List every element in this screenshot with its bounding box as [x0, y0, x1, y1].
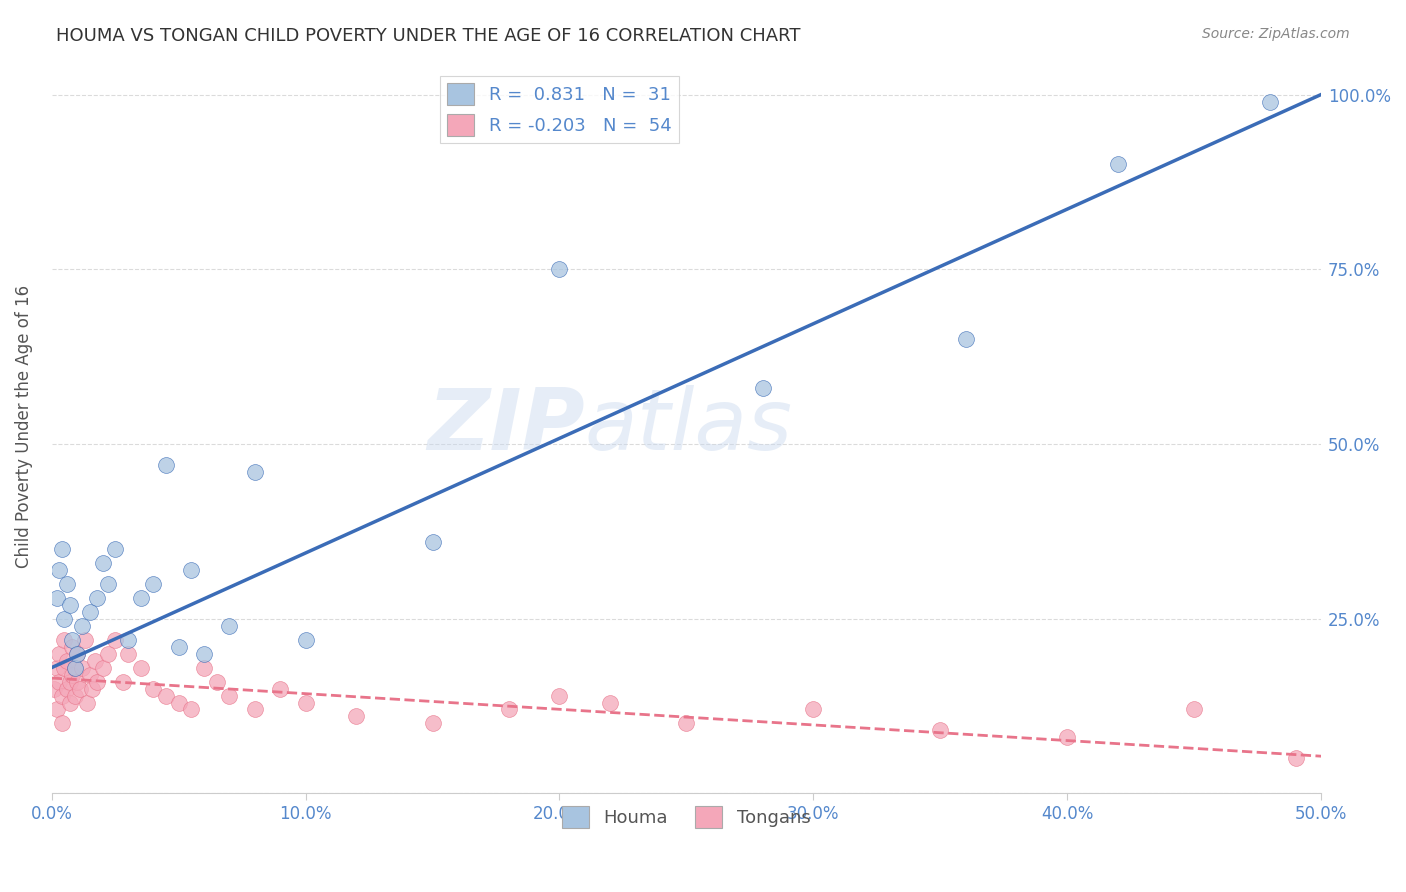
Point: [48, 563, 70, 577]
Point: [63, 660, 86, 674]
Point: [1285, 751, 1308, 765]
Point: [104, 632, 127, 647]
Point: [142, 576, 165, 591]
Point: [56, 681, 79, 696]
Point: [801, 702, 824, 716]
Point: [117, 647, 139, 661]
Point: [66, 647, 89, 661]
Point: [56, 576, 79, 591]
Point: [44, 681, 66, 696]
Point: [167, 640, 190, 654]
Point: [1258, 95, 1281, 109]
Point: [70, 660, 93, 674]
Text: Source: ZipAtlas.com: Source: ZipAtlas.com: [1202, 27, 1350, 41]
Point: [955, 332, 977, 346]
Point: [70, 618, 93, 632]
Point: [167, 696, 190, 710]
Point: [86, 674, 108, 689]
Point: [243, 702, 266, 716]
Point: [1107, 157, 1129, 171]
Point: [142, 681, 165, 696]
Text: atlas: atlas: [585, 385, 793, 468]
Text: ZIP: ZIP: [427, 385, 585, 468]
Point: [45, 660, 67, 674]
Point: [58, 674, 80, 689]
Point: [193, 647, 215, 661]
Point: [422, 716, 444, 731]
Point: [63, 689, 86, 703]
Point: [269, 681, 291, 696]
Point: [66, 647, 89, 661]
Point: [63, 660, 86, 674]
Point: [53, 660, 76, 674]
Point: [218, 618, 240, 632]
Point: [48, 674, 70, 689]
Point: [155, 689, 177, 703]
Point: [218, 689, 240, 703]
Point: [180, 702, 202, 716]
Point: [79, 605, 101, 619]
Point: [53, 612, 76, 626]
Point: [66, 674, 89, 689]
Point: [45, 591, 67, 605]
Point: [180, 563, 202, 577]
Point: [243, 465, 266, 479]
Legend: Houma, Tongans: Houma, Tongans: [555, 799, 818, 836]
Point: [86, 591, 108, 605]
Point: [51, 541, 73, 556]
Point: [97, 647, 120, 661]
Point: [69, 681, 91, 696]
Point: [498, 702, 520, 716]
Point: [56, 654, 79, 668]
Point: [675, 716, 697, 731]
Point: [929, 723, 952, 738]
Point: [155, 458, 177, 472]
Point: [53, 632, 76, 647]
Point: [1056, 731, 1078, 745]
Point: [599, 696, 621, 710]
Point: [51, 689, 73, 703]
Point: [1182, 702, 1205, 716]
Point: [45, 702, 67, 716]
Point: [76, 696, 98, 710]
Point: [344, 709, 367, 723]
Point: [60, 640, 83, 654]
Point: [82, 681, 104, 696]
Point: [51, 716, 73, 731]
Point: [60, 632, 83, 647]
Point: [193, 660, 215, 674]
Point: [422, 534, 444, 549]
Point: [548, 262, 571, 277]
Point: [97, 576, 120, 591]
Point: [58, 696, 80, 710]
Point: [91, 556, 114, 570]
Point: [60, 667, 83, 681]
Point: [129, 591, 152, 605]
Point: [91, 660, 114, 674]
Point: [84, 654, 107, 668]
Point: [548, 689, 571, 703]
Point: [205, 674, 228, 689]
Text: HOUMA VS TONGAN CHILD POVERTY UNDER THE AGE OF 16 CORRELATION CHART: HOUMA VS TONGAN CHILD POVERTY UNDER THE …: [56, 27, 801, 45]
Point: [58, 598, 80, 612]
Point: [111, 674, 134, 689]
Point: [104, 541, 127, 556]
Y-axis label: Child Poverty Under the Age of 16: Child Poverty Under the Age of 16: [15, 285, 32, 568]
Point: [79, 667, 101, 681]
Point: [117, 632, 139, 647]
Point: [48, 647, 70, 661]
Point: [294, 696, 316, 710]
Point: [294, 632, 316, 647]
Point: [751, 381, 773, 395]
Point: [129, 660, 152, 674]
Point: [73, 632, 96, 647]
